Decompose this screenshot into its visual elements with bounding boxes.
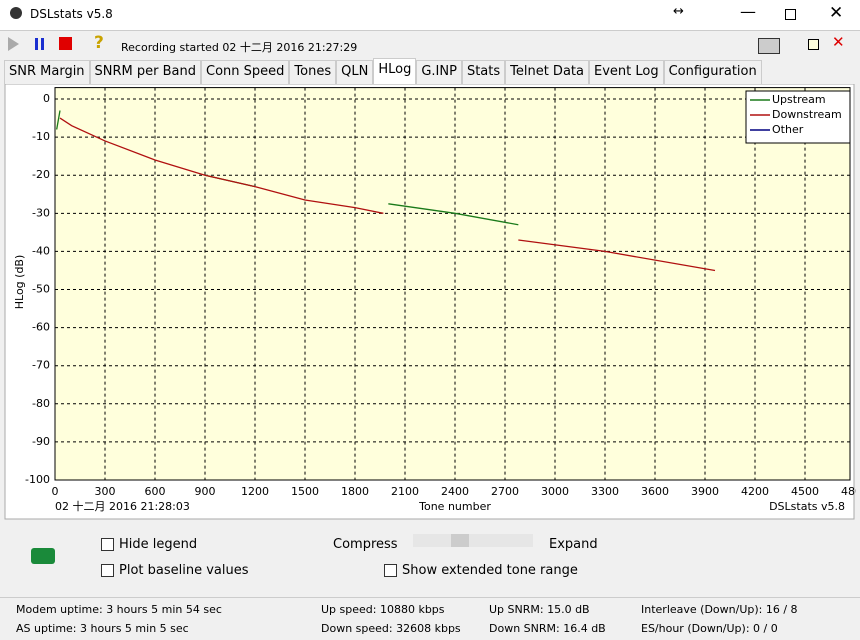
minimize[interactable]: — — [740, 2, 756, 21]
status-field: Down SNRM: 16.4 dB — [489, 622, 606, 635]
tab-bar: SNR Margin SNRM per Band Conn Speed Tones QL… — [4, 58, 762, 84]
tab[interactable]: HLog — [373, 58, 417, 84]
tab[interactable]: SNRM per Band — [89, 60, 202, 84]
y-tick-label: -60 — [32, 321, 50, 334]
plot-baseline-checkbox[interactable]: Plot baseline values — [101, 563, 249, 578]
x-tick-label: 3600 — [641, 485, 669, 498]
y-tick-label: -10 — [32, 130, 50, 143]
tab[interactable]: SNR Margin — [4, 60, 90, 84]
status-field: AS uptime: 3 hours 5 min 5 sec — [16, 622, 189, 635]
title-bar: DSLstats v5.8 ↔ — ✕ — [0, 0, 860, 31]
chart: HLog (dB) Tone number 02 十二月 2016 21:28:… — [4, 84, 856, 520]
tab[interactable]: QLN — [336, 60, 374, 84]
legend-label: Downstream — [772, 108, 842, 121]
legend-label: Upstream — [772, 93, 826, 106]
y-tick-label: -20 — [32, 168, 50, 181]
expand-label: Expand — [549, 537, 598, 552]
camera-icon[interactable] — [31, 548, 55, 564]
maximize[interactable] — [785, 9, 796, 20]
zoom-slider[interactable] — [413, 534, 533, 547]
y-tick-label: -80 — [32, 397, 50, 410]
status-field: Up SNRM: 15.0 dB — [489, 603, 590, 616]
restore-icon[interactable] — [808, 39, 819, 50]
y-tick-label: -70 — [32, 359, 50, 372]
resize-icon[interactable]: ↔ — [673, 4, 684, 19]
plot-area — [54, 87, 851, 481]
x-axis-label: Tone number — [418, 500, 491, 513]
x-tick-label: 1200 — [241, 485, 269, 498]
x-tick-label: 300 — [95, 485, 116, 498]
status-field: ES/hour (Down/Up): 0 / 0 — [641, 622, 778, 635]
help-button[interactable]: ? — [94, 33, 104, 53]
y-tick-label: -90 — [32, 435, 50, 448]
compress-label: Compress — [333, 537, 398, 552]
x-tick-label: 600 — [145, 485, 166, 498]
close[interactable]: ✕ — [829, 3, 844, 23]
x-tick-label: 2100 — [391, 485, 419, 498]
tab[interactable]: Tones — [289, 60, 337, 84]
stop-button[interactable] — [59, 37, 72, 50]
app-icon — [10, 7, 22, 19]
extended-range-checkbox[interactable]: Show extended tone range — [384, 563, 578, 578]
window-title: DSLstats v5.8 — [30, 7, 113, 21]
x-tick-label: 4200 — [741, 485, 769, 498]
y-axis-label: HLog (dB) — [13, 255, 26, 310]
x-tick-label: 1800 — [341, 485, 369, 498]
x-tick-label: 1500 — [291, 485, 319, 498]
status-field: Down speed: 32608 kbps — [321, 622, 461, 635]
x-tick-label: 3300 — [591, 485, 619, 498]
x-tick-label: 3000 — [541, 485, 569, 498]
timestamp: 02 十二月 2016 21:28:03 — [55, 499, 190, 513]
x-tick-label: 2700 — [491, 485, 519, 498]
x-tick-label: 900 — [195, 485, 216, 498]
x-tick-label: 4800 — [841, 485, 856, 498]
y-tick-label: -30 — [32, 206, 50, 219]
watermark: DSLstats v5.8 — [769, 500, 845, 513]
hide-legend-checkbox[interactable]: Hide legend — [101, 537, 197, 552]
recording-status: Recording started 02 十二月 2016 21:27:29 — [121, 41, 358, 54]
x-tick-label: 4500 — [791, 485, 819, 498]
pause-button[interactable] — [35, 38, 38, 50]
status-field: Modem uptime: 3 hours 5 min 54 sec — [16, 603, 222, 616]
status-bar: Modem uptime: 3 hours 5 min 54 sec AS up… — [0, 597, 860, 640]
y-tick-label: -40 — [32, 244, 50, 257]
tab[interactable]: Event Log — [588, 60, 664, 84]
tab[interactable]: Conn Speed — [201, 60, 290, 84]
status-field: Up speed: 10880 kbps — [321, 603, 445, 616]
y-tick-label: 0 — [43, 92, 50, 105]
data-line — [59, 117, 716, 272]
y-tick-label: -100 — [25, 473, 50, 486]
tab[interactable]: Configuration — [663, 60, 762, 84]
legend-label: Other — [772, 123, 804, 136]
status-field: Interleave (Down/Up): 16 / 8 — [641, 603, 798, 616]
tab[interactable]: G.INP — [416, 60, 462, 84]
exit-icon[interactable]: ✕ — [832, 33, 845, 51]
play-button[interactable] — [8, 37, 19, 51]
report-icon[interactable] — [758, 38, 780, 54]
y-tick-label: -50 — [32, 283, 50, 296]
tab[interactable]: Telnet Data — [505, 60, 589, 84]
x-tick-label: 3900 — [691, 485, 719, 498]
tab[interactable]: Stats — [461, 60, 506, 84]
x-tick-label: 0 — [52, 485, 59, 498]
x-tick-label: 2400 — [441, 485, 469, 498]
